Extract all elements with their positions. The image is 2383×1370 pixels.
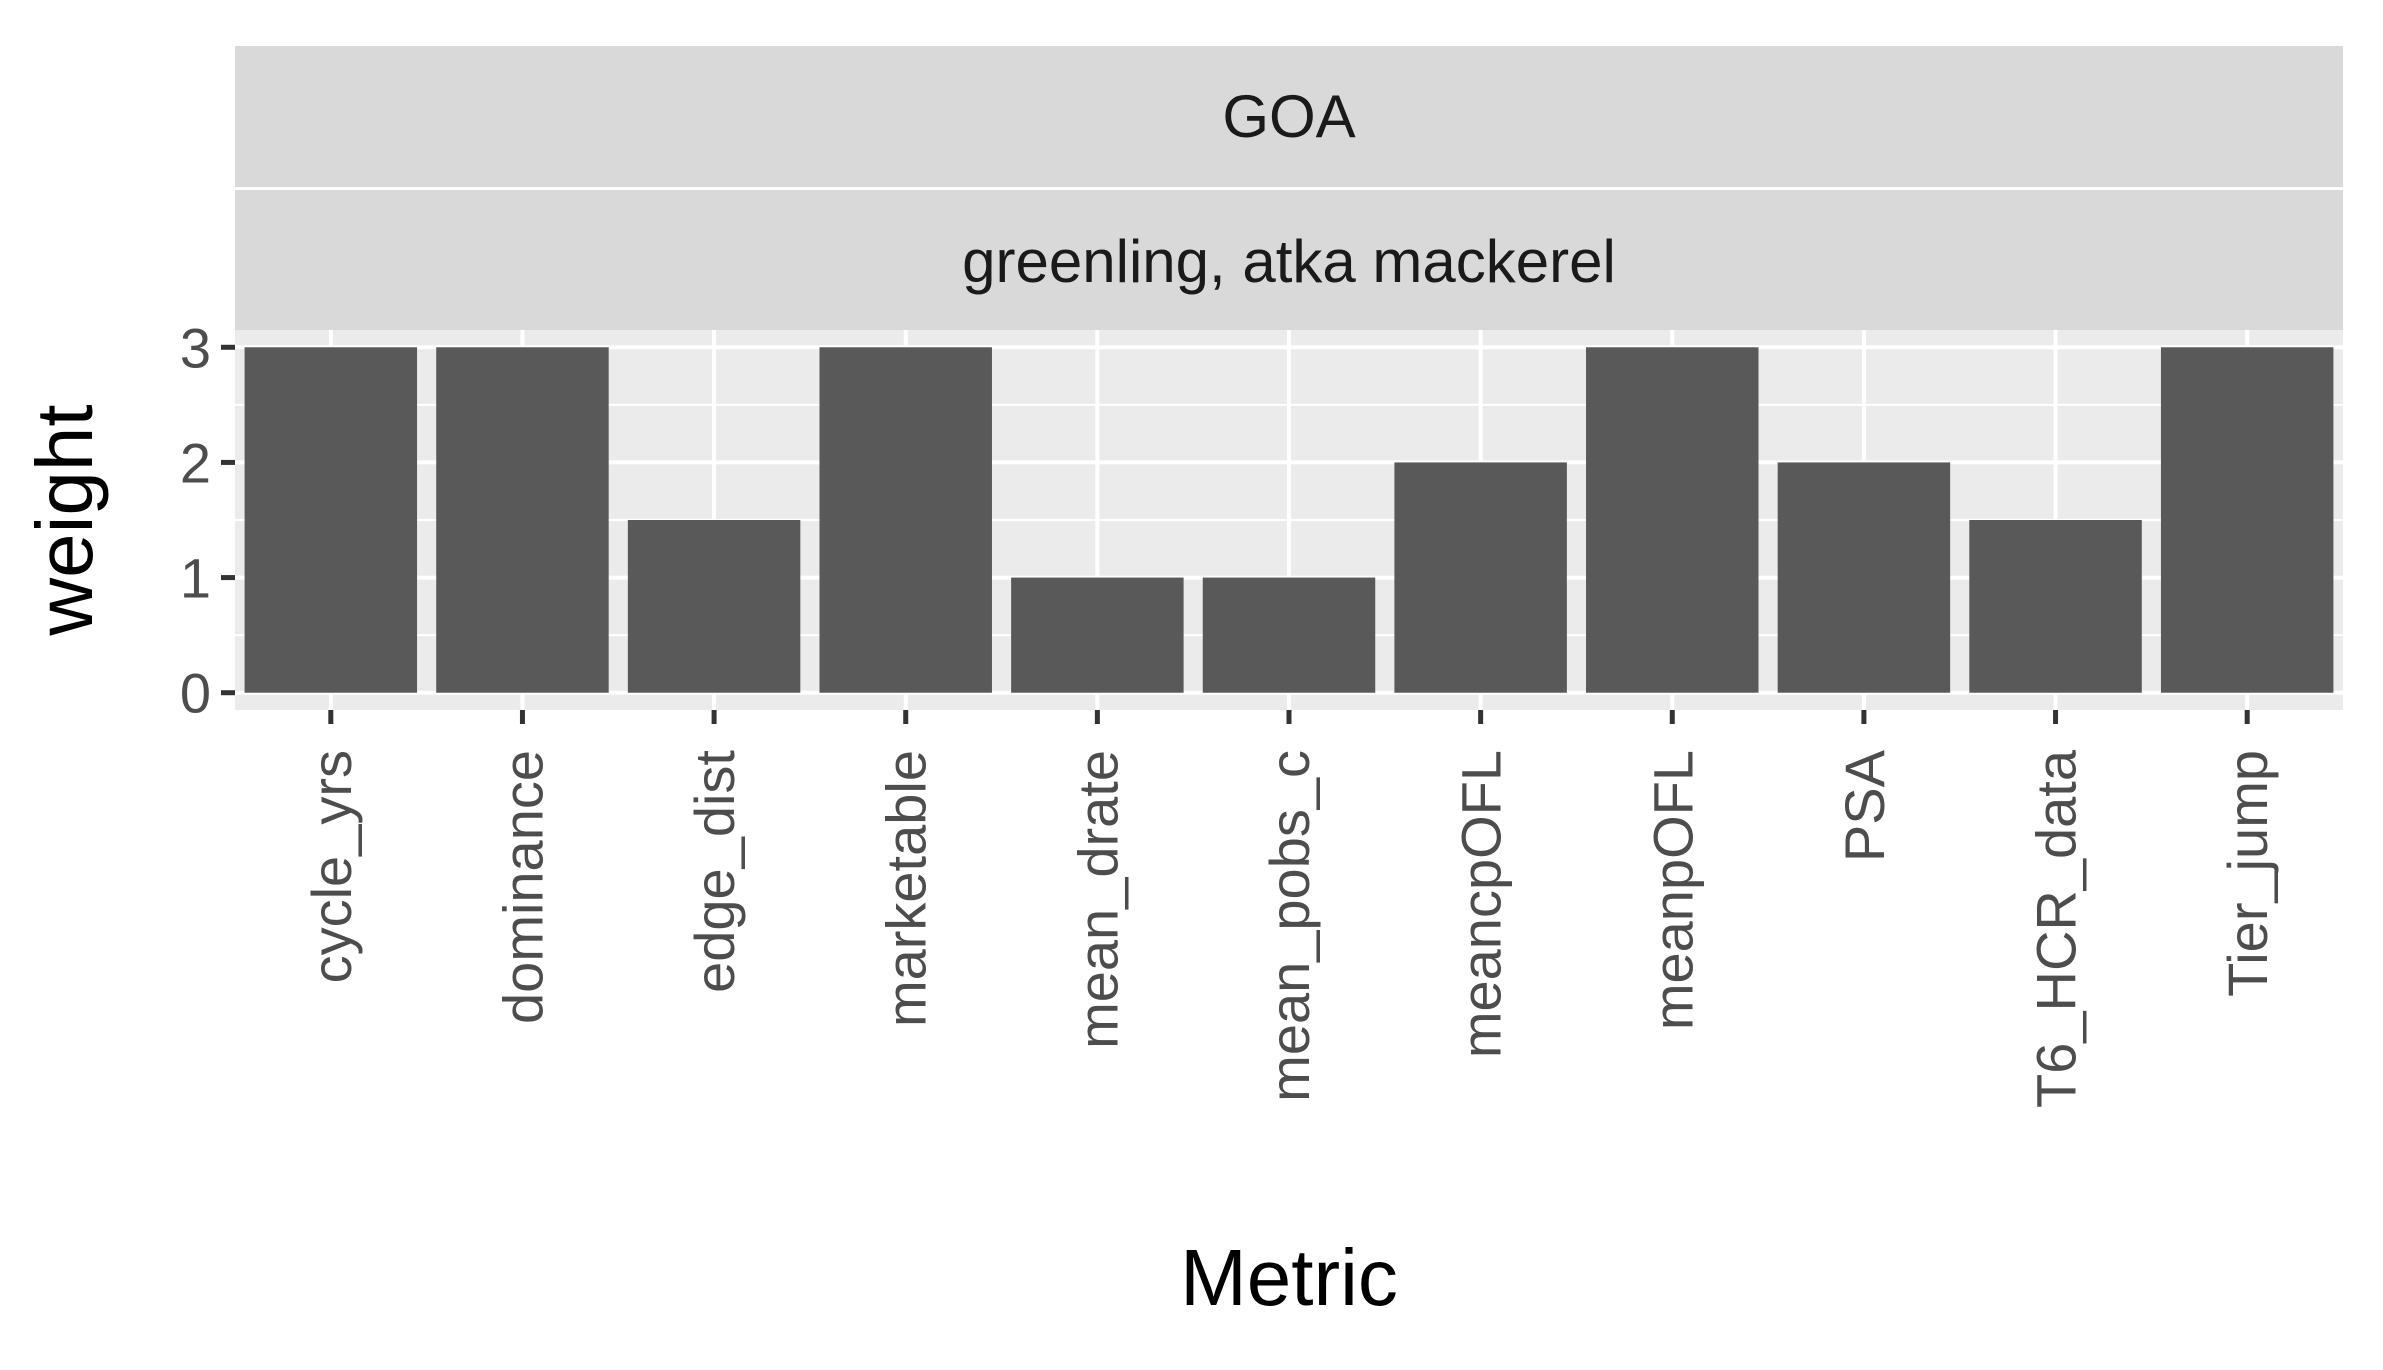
strip-label-species: greenling, atka mackerel bbox=[962, 228, 1616, 295]
x-tick-label: PSA bbox=[1833, 749, 1896, 862]
x-tick-label: T6_HCR_data bbox=[2025, 749, 2088, 1108]
bar-mean_drate bbox=[1011, 577, 1184, 693]
x-tick-label: Tier_jump bbox=[2216, 750, 2279, 997]
y-tick-label: 1 bbox=[180, 547, 211, 610]
bar-marketable bbox=[819, 347, 992, 693]
x-tick-label: edge_dist bbox=[683, 750, 746, 993]
bar-T6_HCR_data bbox=[1969, 520, 2142, 693]
x-tick-label: mean_drate bbox=[1066, 750, 1129, 1049]
bar-meancpOFL bbox=[1394, 462, 1567, 693]
x-axis-title: Metric bbox=[1180, 1233, 1398, 1322]
bar-edge_dist bbox=[627, 520, 801, 693]
y-tick-label: 2 bbox=[180, 431, 211, 494]
x-axis: cycle_yrs dominance edge_dist marketable mea… bbox=[300, 710, 2279, 1108]
facet-strips: GOA greenling, atka mackerel bbox=[235, 46, 2343, 330]
bar-dominance bbox=[436, 347, 609, 693]
x-tick-label: marketable bbox=[875, 750, 938, 1027]
y-tick-label: 0 bbox=[180, 662, 211, 725]
bar-PSA bbox=[1777, 462, 1951, 693]
x-tick-label: mean_pobs_c bbox=[1258, 750, 1321, 1102]
x-tick-label: dominance bbox=[491, 750, 554, 1024]
x-tick-label: meanpOFL bbox=[1641, 750, 1704, 1030]
strip-species-background bbox=[235, 190, 2343, 330]
y-tick-label: 3 bbox=[180, 316, 211, 379]
strip-label-region: GOA bbox=[1222, 83, 1355, 150]
x-tick-label: cycle_yrs bbox=[300, 750, 363, 983]
bar-Tier_jump bbox=[2160, 347, 2334, 693]
bar-cycle_yrs bbox=[244, 347, 418, 693]
strip-region-background bbox=[235, 46, 2343, 187]
y-axis-title: weight bbox=[20, 404, 109, 636]
bar-mean_pobs_c bbox=[1202, 577, 1376, 693]
bars bbox=[244, 347, 2334, 693]
bar-meanpOFL bbox=[1586, 347, 1759, 693]
y-axis: 0 1 2 3 bbox=[180, 316, 235, 725]
x-tick-label: meancpOFL bbox=[1450, 750, 1513, 1058]
